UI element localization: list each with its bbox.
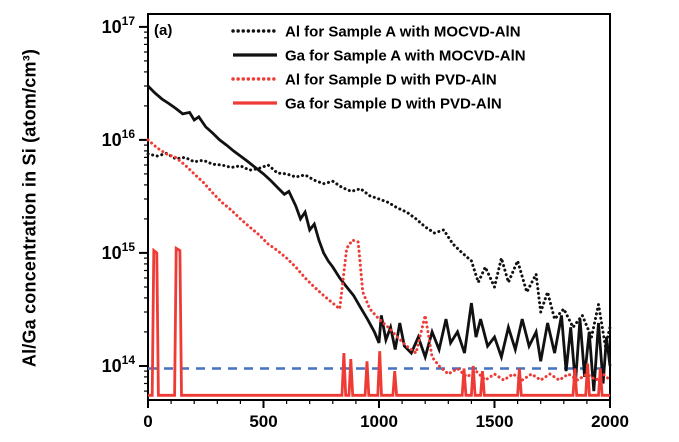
legend-label-1: Ga for Sample A with MOCVD-AlN <box>285 48 526 65</box>
x-tick-label: 0 <box>143 412 152 431</box>
x-tick-label: 1000 <box>360 412 398 431</box>
x-tick-label: 500 <box>249 412 277 431</box>
legend-label-3: Ga for Sample D with PVD-AlN <box>285 96 502 113</box>
legend-label-0: Al for Sample A with MOCVD-AlN <box>285 24 521 41</box>
y-tick-label: 1016 <box>102 127 136 150</box>
panel-label: (a) <box>154 22 173 39</box>
y-tick-label: 1017 <box>102 14 136 37</box>
series-curve-2 <box>146 138 612 382</box>
x-tick-label: 1500 <box>476 412 514 431</box>
legend-label-2: Al for Sample D with PVD-AlN <box>285 72 497 89</box>
series-curve-1 <box>147 85 612 392</box>
series-curve-3 <box>148 245 610 397</box>
y-tick-label: 1015 <box>102 240 136 263</box>
series-curve-0 <box>146 151 612 348</box>
y-axis-label: Al/Ga concentration in Si (atom/cm³) <box>19 48 40 368</box>
y-tick-label: 1014 <box>102 353 136 376</box>
x-tick-label: 2000 <box>591 412 629 431</box>
